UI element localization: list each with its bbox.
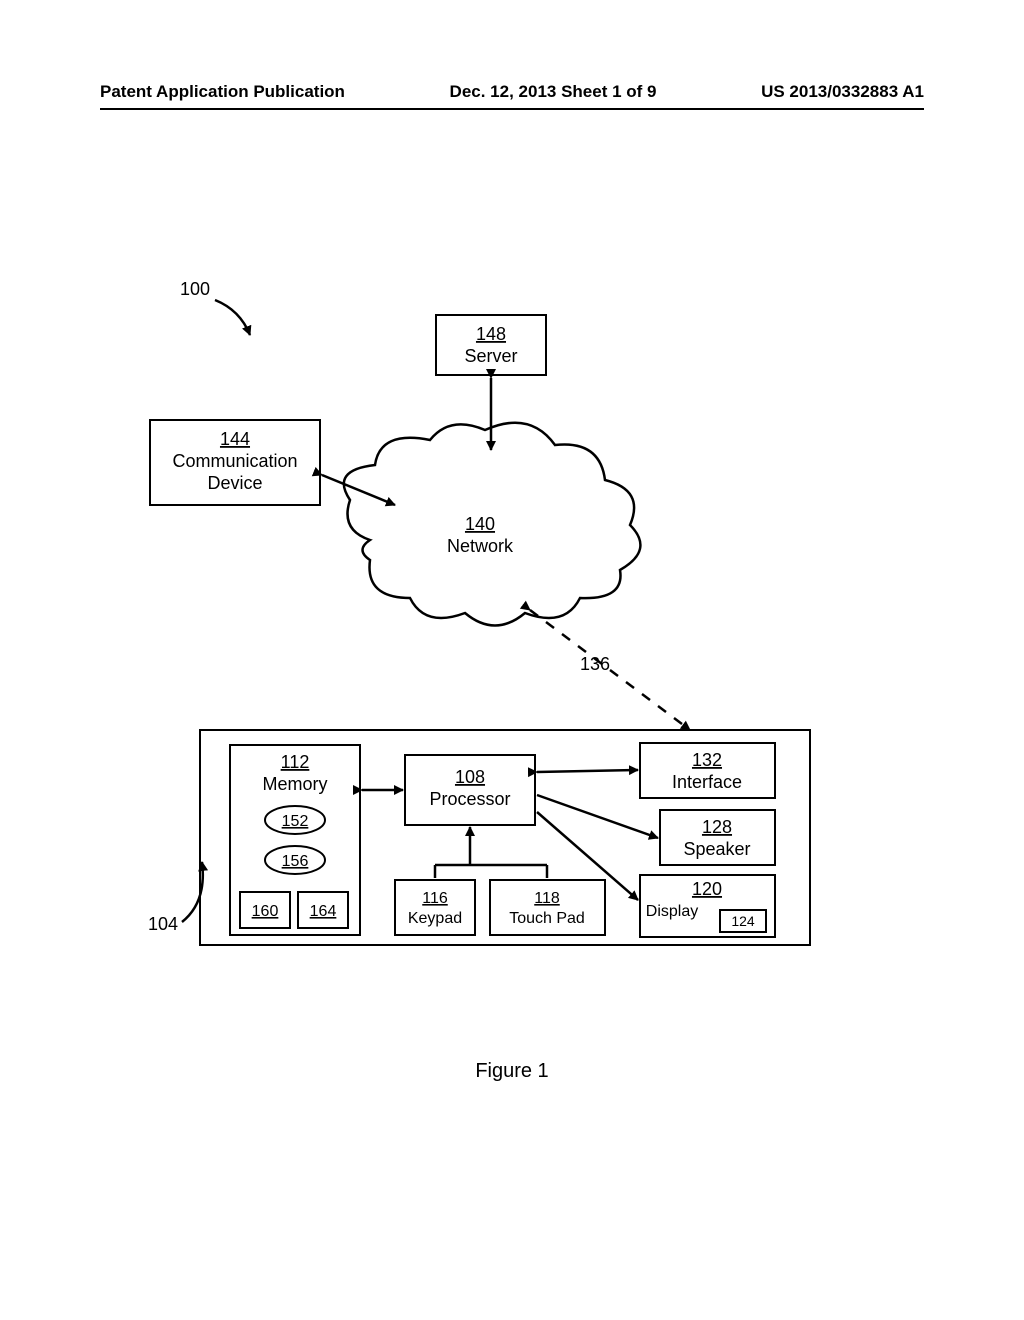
interface-label: Interface: [672, 772, 742, 792]
speaker-label: Speaker: [683, 839, 750, 859]
touchpad-label: Touch Pad: [509, 910, 585, 927]
ref-100: 100: [180, 279, 210, 299]
processor-label: Processor: [429, 789, 510, 809]
memory-label: Memory: [262, 774, 327, 794]
header-left: Patent Application Publication: [100, 82, 345, 102]
display-inner-num: 124: [731, 913, 755, 929]
ref-136: 136: [580, 654, 610, 674]
mem-160-num: 160: [252, 903, 279, 920]
display-label: Display: [646, 903, 698, 920]
speaker-num: 128: [702, 817, 732, 837]
system-diagram: 100 148 Server 144 Communication Device …: [0, 150, 1024, 1050]
page-header: Patent Application Publication Dec. 12, …: [100, 82, 924, 110]
commdev-label2: Device: [207, 473, 262, 493]
keypad-num: 116: [422, 890, 448, 907]
arrow-commdev-cloud: [322, 475, 395, 505]
commdev-num: 144: [220, 429, 250, 449]
header-right: US 2013/0332883 A1: [761, 82, 924, 102]
header-mid: Dec. 12, 2013 Sheet 1 of 9: [450, 82, 657, 102]
ref-104: 104: [148, 914, 178, 934]
memory-num: 112: [281, 752, 310, 772]
touchpad-num: 118: [534, 890, 560, 907]
commdev-label1: Communication: [172, 451, 297, 471]
server-num: 148: [476, 324, 506, 344]
cloud-label: Network: [447, 536, 514, 556]
figure-caption: Figure 1: [475, 1060, 548, 1083]
cloud-num: 140: [465, 514, 495, 534]
mem-156-num: 156: [282, 853, 309, 870]
keypad-label: Keypad: [408, 910, 462, 927]
server-label: Server: [464, 346, 517, 366]
display-num: 120: [692, 879, 722, 899]
interface-num: 132: [692, 750, 722, 770]
ref-100-leader: [215, 300, 250, 335]
mem-152-num: 152: [282, 813, 309, 830]
mem-164-num: 164: [310, 903, 337, 920]
processor-num: 108: [455, 767, 485, 787]
page: Patent Application Publication Dec. 12, …: [0, 0, 1024, 1320]
